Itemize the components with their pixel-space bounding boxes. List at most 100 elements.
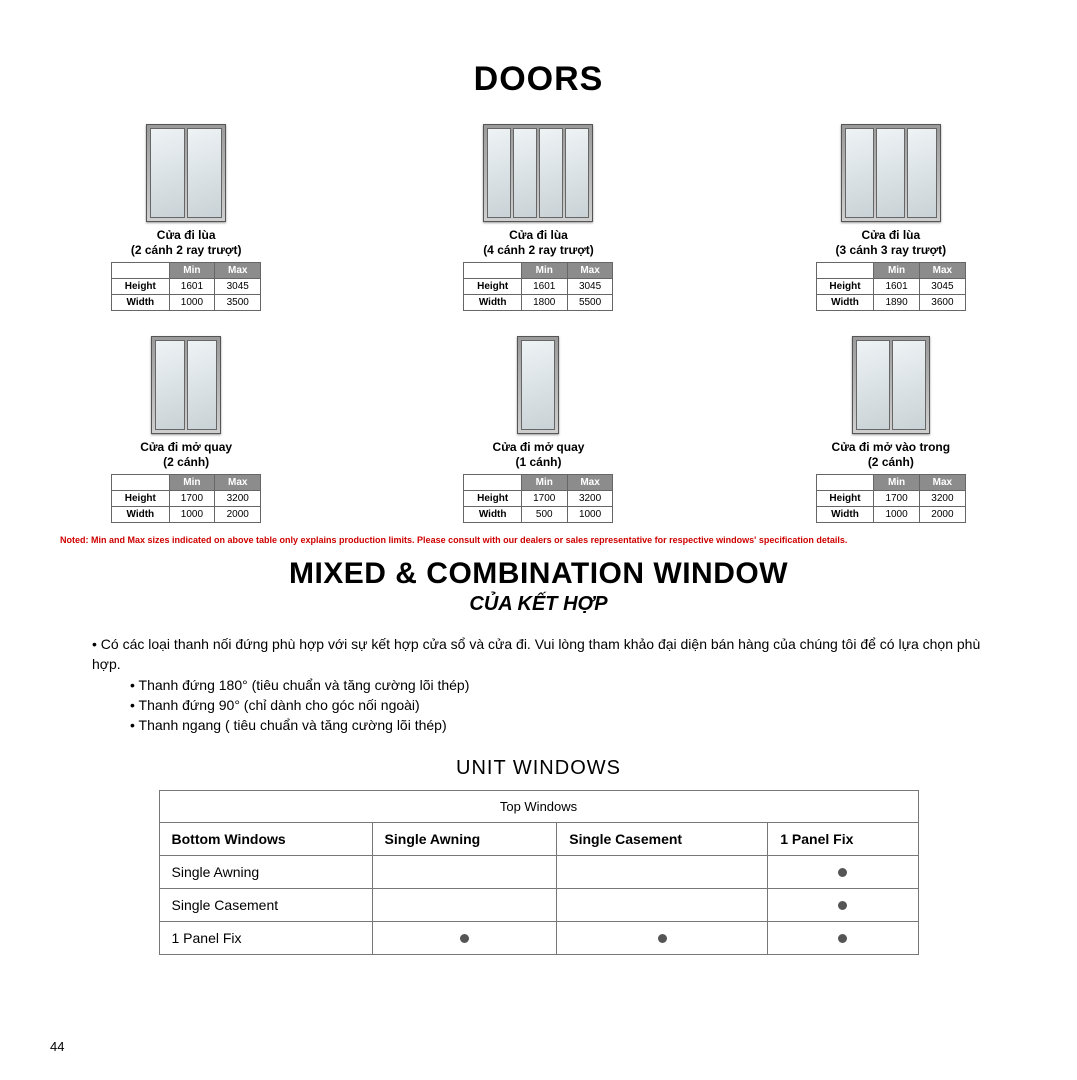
spec-width-max: 2000: [919, 507, 965, 523]
unit-cell: [768, 856, 918, 889]
door-cell-0: Cửa đi lùa(2 cánh 2 ray trượt) MinMax Heig…: [60, 117, 312, 311]
door-caption-line1: Cửa đi lùa: [483, 228, 594, 243]
spec-height-max: 3200: [919, 491, 965, 507]
spec-width-label: Width: [112, 295, 169, 311]
spec-max-header: Max: [567, 263, 613, 279]
dot-icon: [838, 868, 847, 877]
door-caption-line1: Cửa đi lùa: [131, 228, 242, 243]
spec-table: MinMaxHeight16013045Width18005500: [463, 262, 613, 311]
spec-height-max: 3200: [215, 491, 261, 507]
unit-cell: [557, 889, 768, 922]
spec-height-min: 1700: [169, 491, 215, 507]
spec-max-header: Max: [919, 475, 965, 491]
spec-height-min: 1601: [521, 279, 567, 295]
unit-cell: [768, 922, 918, 955]
mix-title: MIXED & COMBINATION WINDOW: [50, 557, 1027, 591]
dot-icon: [460, 934, 469, 943]
spec-height-max: 3045: [567, 279, 613, 295]
door-thumb: [852, 329, 930, 434]
door-caption-line2: (1 cánh): [493, 455, 585, 470]
spec-max-header: Max: [919, 263, 965, 279]
spec-height-min: 1700: [874, 491, 920, 507]
door-cell-1: Cửa đi lùa(4 cánh 2 ray trượt) MinMax Heig…: [412, 117, 664, 311]
doors-title: DOORS: [50, 60, 1027, 99]
dot-icon: [658, 934, 667, 943]
table-row: 1 Panel Fix: [159, 922, 918, 955]
spec-table: MinMaxHeight17003200Width10002000: [111, 474, 261, 523]
unit-top-header: Top Windows: [159, 791, 918, 823]
door-caption-line2: (4 cánh 2 ray trượt): [483, 243, 594, 258]
unit-col-header: Single Casement: [557, 823, 768, 856]
door-cell-4: Cửa đi mở quay(1 cánh)MinMaxHeight170032…: [412, 329, 664, 523]
spec-min-header: Min: [521, 263, 567, 279]
door-caption: Cửa đi mở vào trong(2 cánh): [832, 440, 951, 470]
unit-title: UNIT WINDOWS: [50, 757, 1027, 780]
description-block: • Có các loại thanh nối đứng phù hợp với…: [50, 634, 1027, 757]
page-number: 44: [50, 1039, 64, 1054]
spec-height-min: 1601: [874, 279, 920, 295]
door-caption-line1: Cửa đi mở quay: [493, 440, 585, 455]
unit-cell: [768, 889, 918, 922]
door-caption: Cửa đi lùa(3 cánh 3 ray trượt): [836, 228, 947, 258]
spec-height-max: 3045: [215, 279, 261, 295]
unit-row-label: 1 Panel Fix: [159, 922, 372, 955]
door-caption-line1: Cửa đi mở vào trong: [832, 440, 951, 455]
spec-height-max: 3200: [567, 491, 613, 507]
spec-width-max: 5500: [567, 295, 613, 311]
spec-width-min: 500: [521, 507, 567, 523]
dot-icon: [838, 934, 847, 943]
unit-cell: [557, 856, 768, 889]
spec-width-max: 1000: [567, 507, 613, 523]
door-caption-line2: (3 cánh 3 ray trượt): [836, 243, 947, 258]
spec-min-header: Min: [874, 475, 920, 491]
desc-p1: • Có các loại thanh nối đứng phù hợp với…: [70, 634, 1007, 675]
spec-width-max: 2000: [215, 507, 261, 523]
unit-cell: [372, 889, 557, 922]
spec-width-max: 3600: [919, 295, 965, 311]
door-caption-line2: (2 cánh 2 ray trượt): [131, 243, 242, 258]
door-caption-line1: Cửa đi lùa: [836, 228, 947, 243]
door-thumb: [517, 329, 559, 434]
footnote: Noted: Min and Max sizes indicated on ab…: [50, 523, 1027, 551]
door-caption-line2: (2 cánh): [140, 455, 232, 470]
spec-height-min: 1601: [169, 279, 215, 295]
table-row: Single Awning: [159, 856, 918, 889]
door-caption-line1: Cửa đi mở quay: [140, 440, 232, 455]
mix-subtitle: CỦA KẾT HỢP: [50, 593, 1027, 616]
spec-height-label: Height: [112, 279, 169, 295]
spec-width-max: 3500: [215, 295, 261, 311]
unit-col-header: Single Awning: [372, 823, 557, 856]
door-grid: Cửa đi lùa(2 cánh 2 ray trượt)MinMaxHeig…: [50, 117, 1027, 523]
spec-height-label: Height: [464, 491, 521, 507]
door-caption: Cửa đi lùa(4 cánh 2 ray trượt): [483, 228, 594, 258]
spec-height-label: Height: [464, 279, 521, 295]
door-thumb: [483, 117, 593, 222]
spec-height-label: Height: [112, 491, 169, 507]
spec-max-header: Max: [215, 263, 261, 279]
spec-width-label: Width: [464, 295, 521, 311]
door-caption: Cửa đi lùa(2 cánh 2 ray trượt): [131, 228, 242, 258]
spec-width-label: Width: [816, 507, 873, 523]
spec-width-label: Width: [464, 507, 521, 523]
door-cell-2: Cửa đi lùa(3 cánh 3 ray trượt)MinMaxHeig…: [765, 117, 1017, 311]
spec-width-min: 1000: [169, 295, 215, 311]
spec-height-label: Height: [816, 491, 873, 507]
door-caption: Cửa đi mở quay(2 cánh): [140, 440, 232, 470]
table-row: Single Casement: [159, 889, 918, 922]
door-caption-line2: (2 cánh): [832, 455, 951, 470]
door-thumb: [151, 329, 221, 434]
spec-width-min: 1000: [169, 507, 215, 523]
spec-min-header: Min: [169, 475, 215, 491]
dot-icon: [838, 901, 847, 910]
desc-b1: • Thanh đứng 180° (tiêu chuẩn và tăng cư…: [70, 675, 1007, 695]
spec-width-label: Width: [816, 295, 873, 311]
spec-table: MinMaxHeight17003200Width10002000: [816, 474, 966, 523]
unit-col-header: 1 Panel Fix: [768, 823, 918, 856]
spec-width-label: Width: [112, 507, 169, 523]
spec-min-header: Min: [521, 475, 567, 491]
unit-windows-table: Top Windows Bottom WindowsSingle AwningS…: [159, 790, 919, 955]
desc-b3: • Thanh ngang ( tiêu chuẩn và tăng cường…: [70, 715, 1007, 735]
unit-cell: [372, 922, 557, 955]
spec-min-header: Min: [169, 263, 215, 279]
spec-min-header: Min: [874, 263, 920, 279]
